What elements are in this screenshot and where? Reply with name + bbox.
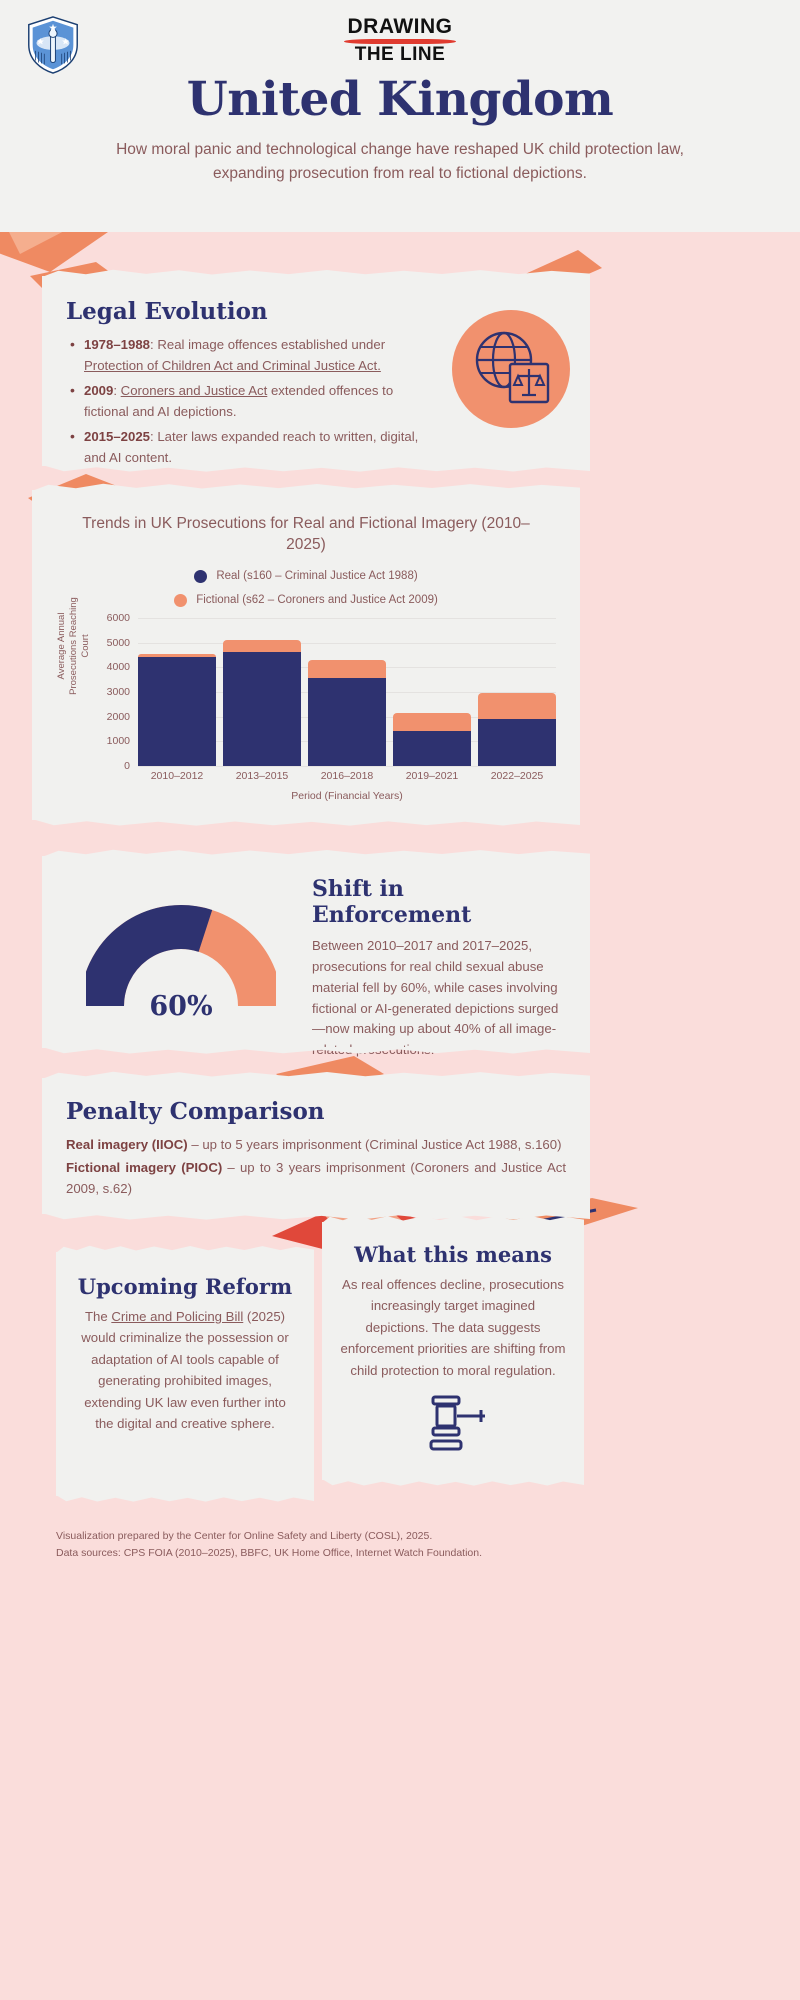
chart-bar-segment-fictional bbox=[223, 640, 301, 653]
chart-x-tick-labels: 2010–2012 2013–2015 2016–2018 2019–2021 2022… bbox=[138, 770, 556, 782]
chart-bar-segment-fictional bbox=[308, 659, 386, 679]
penalty-heading: Penalty Comparison bbox=[66, 1098, 325, 1125]
gavel-icon bbox=[429, 1395, 485, 1451]
gauge-value-label: 60% bbox=[149, 991, 213, 1022]
chart-x-axis-title: Period (Financial Years) bbox=[291, 789, 403, 802]
header-torn-edge bbox=[0, 212, 800, 230]
legend-label-real: Real (s160 – Criminal Justice Act 1988) bbox=[216, 570, 418, 583]
upcoming-reform-card: Upcoming Reform The Crime and Policing B… bbox=[56, 1252, 314, 1496]
chart-x-tick: 2022–2025 bbox=[490, 769, 544, 782]
reform-heading: Upcoming Reform bbox=[77, 1274, 293, 1299]
header: DRAWING THE LINE United Kingdom How mora… bbox=[0, 0, 800, 232]
penalty-text-fictional: – up to 3 years imprisonment (Coroners a… bbox=[66, 1160, 566, 1197]
chart-bar-segment-real bbox=[393, 731, 471, 766]
item-text-before: : Real image offences established under bbox=[150, 337, 386, 352]
list-item: 2009: Coroners and Justice Act extended … bbox=[66, 379, 436, 423]
chart-y-tick: 2000 bbox=[106, 710, 130, 723]
item-text-before: : bbox=[113, 382, 121, 398]
penalty-label-real: Real imagery (IIOC) bbox=[66, 1137, 188, 1152]
chart-title: Trends in UK Prosecutions for Real and F… bbox=[82, 515, 530, 553]
chart-bar-group bbox=[223, 618, 301, 766]
gauge-donut-icon bbox=[80, 905, 282, 1007]
penalty-comparison-card: Penalty Comparison Real imagery (IIOC) –… bbox=[42, 1078, 590, 1214]
list-item: 1978–1988: Real image offences establish… bbox=[66, 333, 436, 377]
legal-evolution-icon-bg bbox=[452, 310, 570, 428]
item-period: 2009 bbox=[84, 382, 114, 398]
item-text-after: extended offences to fictional and AI de… bbox=[84, 382, 394, 420]
chart-plot-area: Average Annual Prosecutions Reaching Cou… bbox=[42, 597, 570, 808]
penalty-row-fictional: Fictional imagery (PIOC) – up to 3 years… bbox=[66, 1157, 566, 1199]
means-body: As real offences decline, prosecutions i… bbox=[340, 1277, 566, 1378]
reform-link[interactable]: Crime and Policing Bill bbox=[111, 1309, 244, 1324]
chart-card: Trends in UK Prosecutions for Real and F… bbox=[32, 490, 580, 820]
brand-underline-stroke bbox=[344, 39, 456, 45]
page-subtitle: How moral panic and technological change… bbox=[116, 141, 684, 183]
chart-bars bbox=[138, 618, 556, 766]
chart-y-tick: 5000 bbox=[106, 636, 130, 649]
footer: Visualization prepared by the Center for… bbox=[56, 1528, 616, 1561]
penalty-row-real: Real imagery (IIOC) – up to 5 years impr… bbox=[66, 1134, 566, 1155]
item-text-before: : Later laws expanded reach to written, … bbox=[84, 428, 419, 465]
chart-gridline bbox=[138, 765, 556, 767]
chart-legend: Real (s160 – Criminal Justice Act 1988) … bbox=[42, 569, 570, 607]
item-period: 1978–1988 bbox=[84, 337, 151, 352]
means-heading: What this means bbox=[354, 1242, 552, 1267]
legal-evolution-card: Legal Evolution 1978–1988: Real image of… bbox=[42, 276, 590, 466]
legend-swatch-fictional bbox=[174, 593, 188, 607]
brand-line-1: DRAWING bbox=[347, 15, 453, 38]
item-link[interactable]: Protection of Children Act and Criminal … bbox=[84, 358, 381, 374]
shift-heading: Shift in Enforcement bbox=[312, 876, 472, 928]
reform-body: The Crime and Policing Bill (2025) would… bbox=[74, 1306, 296, 1434]
chart-bar-segment-real bbox=[223, 652, 301, 766]
chart-bar-group bbox=[138, 618, 216, 766]
chart-y-tick: 3000 bbox=[106, 685, 130, 698]
chart-bar-group bbox=[308, 618, 386, 766]
globe-scales-icon bbox=[475, 331, 550, 404]
chart-bar-group bbox=[393, 618, 471, 766]
legend-label-fictional: Fictional (s62 – Coroners and Justice Ac… bbox=[196, 594, 438, 607]
reform-text-before: The bbox=[84, 1309, 112, 1324]
legal-evolution-list: 1978–1988: Real image offences establish… bbox=[66, 333, 566, 469]
chart-x-tick: 2010–2012 bbox=[150, 769, 204, 782]
legend-swatch-real bbox=[194, 569, 208, 583]
legend-item-real: Real (s160 – Criminal Justice Act 1988) bbox=[42, 569, 570, 583]
chart-bar-segment-real bbox=[478, 718, 556, 766]
brand-line-2: THE LINE bbox=[354, 44, 446, 66]
shield-crest-icon bbox=[28, 16, 78, 74]
chart-bar-segment-real bbox=[138, 657, 216, 766]
reform-text-after: (2025) would criminalize the possession … bbox=[81, 1309, 289, 1431]
chart-gridline bbox=[138, 617, 556, 619]
footer-line-1: Visualization prepared by the Center for… bbox=[56, 1530, 433, 1542]
chart-x-tick: 2013–2015 bbox=[235, 769, 289, 782]
chart-y-tick: 1000 bbox=[106, 735, 130, 748]
list-item: 2015–2025: Later laws expanded reach to … bbox=[66, 425, 436, 469]
gauge-chart: 60% bbox=[80, 894, 282, 1024]
chart-x-tick: 2019–2021 bbox=[405, 769, 459, 782]
penalty-label-fictional: Fictional imagery (PIOC) bbox=[66, 1160, 223, 1176]
chart-bar-segment-fictional bbox=[393, 712, 471, 732]
chart-bar-segment-real bbox=[308, 678, 386, 766]
brand-wordmark: DRAWING THE LINE bbox=[344, 15, 456, 66]
shift-text-block: Shift in Enforcement Between 2010–2017 a… bbox=[312, 876, 564, 1061]
shift-body: Between 2010–2017 and 2017–2025, prosecu… bbox=[312, 938, 559, 1058]
penalty-text-real: – up to 5 years imprisonment (Criminal J… bbox=[187, 1137, 562, 1152]
what-this-means-card: What this means As real offences decline… bbox=[322, 1222, 584, 1480]
chart-bar-segment-fictional bbox=[138, 653, 216, 658]
chart-gridline bbox=[138, 642, 556, 644]
chart-y-tick: 4000 bbox=[106, 661, 130, 674]
shift-in-enforcement-card: 60% Shift in Enforcement Between 2010–20… bbox=[42, 856, 590, 1057]
page-title: United Kingdom bbox=[186, 72, 614, 127]
legend-item-fictional: Fictional (s62 – Coroners and Justice Ac… bbox=[42, 593, 570, 607]
chart-y-tick: 6000 bbox=[106, 611, 130, 624]
chart-y-tick: 0 bbox=[124, 759, 130, 772]
item-period: 2015–2025 bbox=[84, 428, 151, 444]
item-link[interactable]: Coroners and Justice Act bbox=[120, 382, 268, 398]
chart-x-tick: 2016–2018 bbox=[320, 769, 374, 782]
footer-line-2: Data sources: CPS FOIA (2010–2025), BBFC… bbox=[56, 1546, 483, 1559]
chart-bar-segment-fictional bbox=[478, 693, 556, 719]
chart-bar-group bbox=[478, 618, 556, 766]
legal-evolution-heading: Legal Evolution bbox=[66, 298, 268, 325]
chart-y-ticks: 0 1000 2000 3000 4000 5000 6000 bbox=[86, 612, 130, 772]
